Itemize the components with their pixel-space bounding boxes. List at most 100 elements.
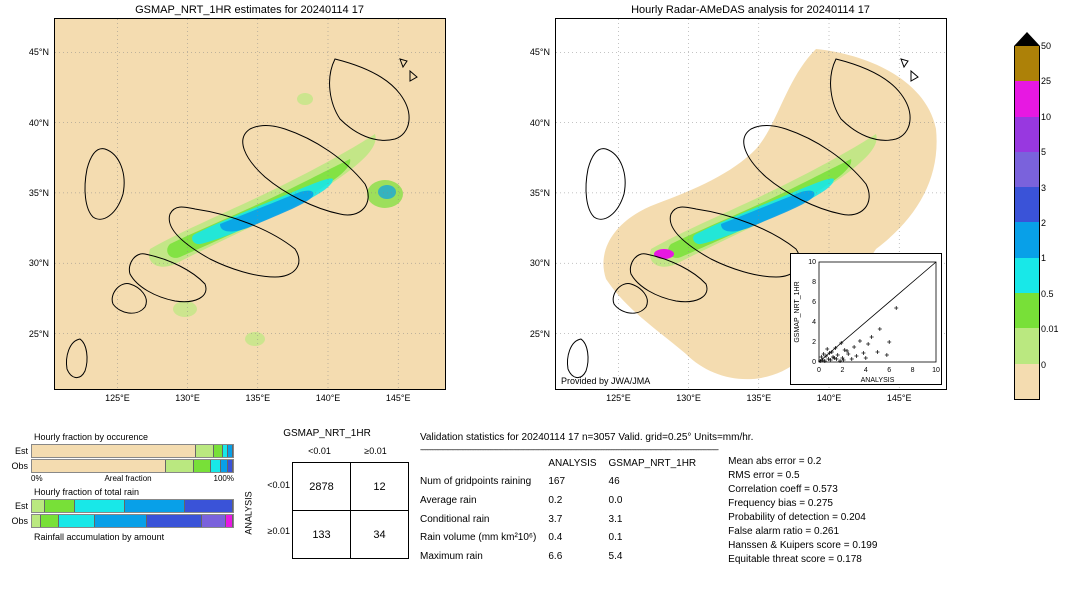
fraction-panel: Hourly fraction by occurence Est Obs 0% … xyxy=(4,432,234,566)
colorbar-tick: 0.01 xyxy=(1041,324,1059,334)
fraction-seg xyxy=(75,500,125,512)
colorbar-tick: 0.5 xyxy=(1041,289,1054,299)
colorbar-seg xyxy=(1014,46,1040,81)
map-right-title: Hourly Radar-AMeDAS analysis for 2024011… xyxy=(505,4,996,16)
ct-11: 34 xyxy=(351,511,409,559)
colorbar-seg xyxy=(1014,293,1040,328)
stats-panel: Validation statistics for 20240114 17 n=… xyxy=(420,432,1076,566)
occ-obs-row: Obs xyxy=(4,459,234,473)
xtick: 130°E xyxy=(175,389,200,403)
ytick: 35°N xyxy=(530,188,556,198)
ct-title: GSMAP_NRT_1HR xyxy=(242,428,412,439)
stat-b: 0.0 xyxy=(609,491,709,510)
fraction-seg xyxy=(166,460,194,472)
svg-text:10: 10 xyxy=(932,367,940,374)
ytick: 40°N xyxy=(29,118,55,128)
xtick: 140°E xyxy=(817,389,842,403)
ct-01: 12 xyxy=(351,463,409,511)
colorbar-tick: 2 xyxy=(1041,218,1046,228)
metric-row: Equitable threat score = 0.178 xyxy=(728,552,877,566)
occ-est-bar xyxy=(31,444,234,458)
fraction-seg xyxy=(41,515,59,527)
map-left-panel: GSMAP_NRT_1HR estimates for 20240114 17 … xyxy=(4,4,495,424)
fraction-seg xyxy=(228,445,233,457)
colorbar-seg xyxy=(1014,364,1040,400)
ct-table: 2878 12 133 34 xyxy=(292,462,409,559)
colorbar-tick: 25 xyxy=(1041,76,1051,86)
axis-center: Areal fraction xyxy=(104,474,151,483)
accum-title: Rainfall accumulation by amount xyxy=(34,532,234,542)
ytick: 30°N xyxy=(530,258,556,268)
colorbar-tick: 1 xyxy=(1041,253,1046,263)
fraction-seg xyxy=(95,515,146,527)
rain-obs-bar xyxy=(31,514,234,528)
colorbar-tick: 3 xyxy=(1041,183,1046,193)
rain-est-bar xyxy=(31,499,234,513)
rain-title: Hourly fraction of total rain xyxy=(34,487,234,497)
stat-b: 0.1 xyxy=(609,529,709,548)
fraction-seg xyxy=(32,515,41,527)
xtick: 135°E xyxy=(746,389,771,403)
stat-a: 167 xyxy=(548,473,608,492)
svg-text:6: 6 xyxy=(812,299,816,306)
inset-scatter: 00224466881010ANALYSISGSMAP_NRT_1HR xyxy=(790,253,942,385)
stat-label: Maximum rain xyxy=(420,547,548,566)
svg-text:0: 0 xyxy=(812,359,816,366)
stat-b: 5.4 xyxy=(609,547,709,566)
svg-text:6: 6 xyxy=(887,367,891,374)
stat-a: 3.7 xyxy=(548,510,608,529)
fraction-seg xyxy=(228,460,233,472)
xtick: 145°E xyxy=(887,389,912,403)
metric-row: Mean abs error = 0.2 xyxy=(728,454,877,468)
axis-100: 100% xyxy=(214,474,234,483)
fraction-seg xyxy=(226,515,233,527)
obs-label: Obs xyxy=(4,461,31,471)
colorbar-tick: 50 xyxy=(1041,41,1051,51)
xtick: 140°E xyxy=(316,389,341,403)
ytick: 35°N xyxy=(29,188,55,198)
ct-col0: <0.01 xyxy=(292,446,347,456)
colorbar-seg xyxy=(1014,187,1040,222)
stats-colhead-a: ANALYSIS xyxy=(548,454,608,473)
ytick: 40°N xyxy=(530,118,556,128)
occ-obs-bar xyxy=(31,459,234,473)
stat-label: Conditional rain xyxy=(420,510,548,529)
metric-row: False alarm ratio = 0.261 xyxy=(728,524,877,538)
rain-est-row: Est xyxy=(4,499,234,513)
svg-text:4: 4 xyxy=(812,319,816,326)
colorbar-seg xyxy=(1014,117,1040,152)
svg-text:GSMAP_NRT_1HR: GSMAP_NRT_1HR xyxy=(794,281,801,342)
fraction-seg xyxy=(194,460,211,472)
fraction-seg xyxy=(196,445,215,457)
provided-label: Provided by JWA/JMA xyxy=(561,376,650,386)
obs-label2: Obs xyxy=(4,516,31,526)
stat-b: 3.1 xyxy=(609,510,709,529)
dashes: ----------------------------------------… xyxy=(420,445,1076,454)
stats-table: ANALYSIS GSMAP_NRT_1HR Num of gridpoints… xyxy=(420,454,708,566)
fraction-seg xyxy=(32,445,196,457)
metric-row: Probability of detection = 0.204 xyxy=(728,510,877,524)
map-right: Provided by JWA/JMA 00224466881010ANALYS… xyxy=(555,18,947,390)
ytick: 45°N xyxy=(29,47,55,57)
fraction-axis: 0% Areal fraction 100% xyxy=(31,474,234,483)
fraction-seg xyxy=(45,500,75,512)
bottom-row: Hourly fraction by occurence Est Obs 0% … xyxy=(4,432,1076,566)
svg-text:0: 0 xyxy=(817,367,821,374)
metric-row: Frequency bias = 0.275 xyxy=(728,496,877,510)
svg-text:4: 4 xyxy=(864,367,868,374)
colorbar-seg xyxy=(1014,258,1040,293)
colorbar-seg xyxy=(1014,152,1040,187)
xtick: 125°E xyxy=(606,389,631,403)
fraction-seg xyxy=(32,460,166,472)
ytick: 25°N xyxy=(29,329,55,339)
svg-text:2: 2 xyxy=(812,339,816,346)
svg-text:ANALYSIS: ANALYSIS xyxy=(861,377,895,384)
ytick: 45°N xyxy=(530,47,556,57)
map-right-panel: Hourly Radar-AMeDAS analysis for 2024011… xyxy=(505,4,996,424)
colorbar-seg xyxy=(1014,81,1040,116)
svg-text:8: 8 xyxy=(911,367,915,374)
fraction-seg xyxy=(214,445,223,457)
metric-row: Hanssen & Kuipers score = 0.199 xyxy=(728,538,877,552)
fraction-seg xyxy=(32,500,45,512)
xtick: 125°E xyxy=(105,389,130,403)
